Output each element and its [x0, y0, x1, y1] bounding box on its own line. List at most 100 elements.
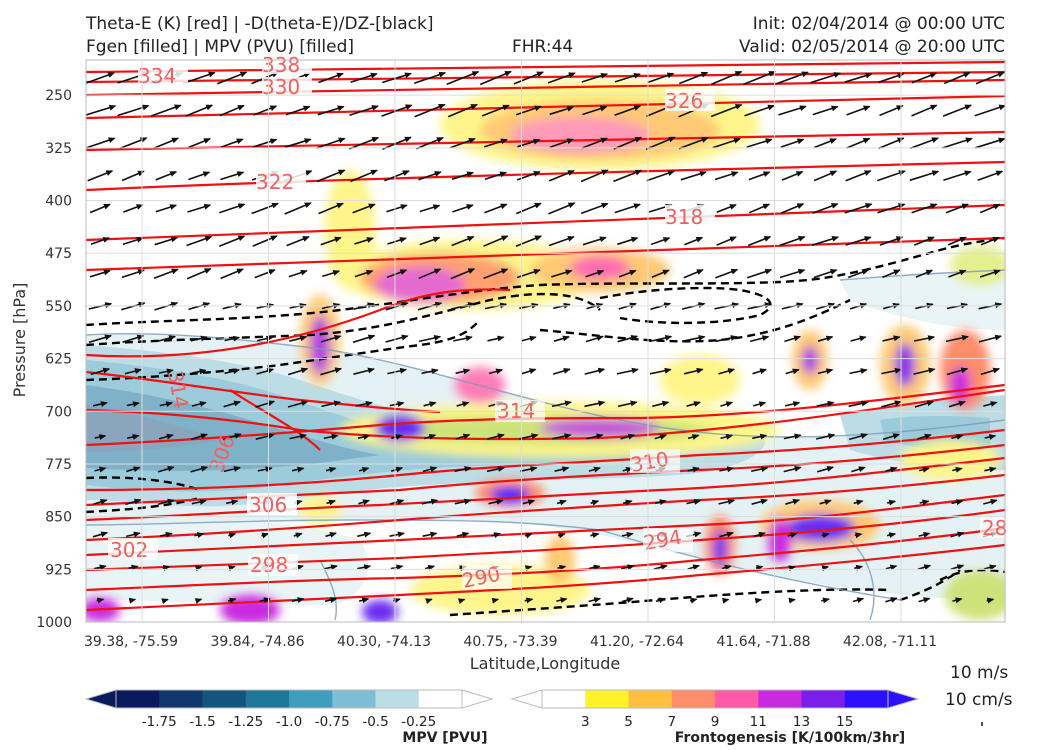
y-tick-label: 550	[45, 299, 72, 315]
wind-vector	[846, 137, 871, 149]
wind-vector	[718, 368, 736, 375]
wind-vector	[817, 335, 834, 342]
wind-vector	[124, 368, 142, 375]
wind-vector	[815, 302, 836, 310]
wind-vector	[548, 170, 575, 182]
fgen-colorbar-tick: 3	[581, 714, 590, 730]
y-tick-label: 250	[45, 88, 72, 104]
wind-vector	[716, 236, 737, 246]
wind-vector	[422, 466, 438, 473]
wind-vector	[590, 499, 600, 506]
wind-vector	[357, 434, 371, 440]
fgen-colorbar-swatch	[758, 690, 802, 708]
mpv-colorbar-extend-left	[84, 689, 117, 709]
wind-vector	[349, 105, 379, 116]
fgen-colorbar-tick: 9	[711, 714, 720, 730]
wind-vector	[128, 564, 139, 571]
wind-vector	[590, 532, 600, 539]
wind-vector	[751, 466, 769, 472]
wind-vector	[721, 564, 732, 571]
valid-time: Valid: 02/05/2014 @ 20:00 UTC	[739, 37, 1005, 57]
wind-vector	[289, 335, 308, 342]
wind-vector	[418, 335, 442, 343]
x-tick-label: 39.84, -74.86	[210, 634, 304, 650]
fgen-colorbar-tick: 7	[667, 714, 676, 730]
mpv-colorbar-label: MPV [PVU]	[402, 730, 487, 746]
wind-vector	[586, 433, 604, 440]
wind-vector	[617, 400, 638, 408]
fgen-colorbar-label: Frontogenesis [K/100km/3hr]	[675, 730, 905, 746]
wind-vector	[484, 171, 508, 180]
wind-vector	[194, 598, 203, 604]
wind-vector	[743, 70, 776, 86]
wind-vector	[389, 499, 405, 505]
y-tick-label: 475	[45, 246, 72, 262]
fgen-colorbar-tick: 5	[624, 714, 633, 730]
wind-vector	[848, 400, 869, 408]
x-tick-label: 40.75, -73.39	[463, 634, 557, 650]
wind-vector	[155, 171, 178, 181]
y-tick-label: 325	[45, 141, 72, 157]
wind-vector	[89, 203, 111, 214]
wind-vector	[257, 335, 274, 342]
wind-vector	[877, 203, 906, 214]
wind-vector	[93, 498, 108, 505]
wind-vector	[447, 103, 478, 118]
mpv-colorbar-swatch	[289, 690, 333, 708]
wind-vector	[284, 138, 312, 148]
wind-vector	[588, 466, 601, 473]
mpv-colorbar-swatch	[116, 690, 160, 708]
wind-vector	[487, 433, 505, 440]
wind-vector	[951, 499, 964, 506]
wind-vector	[455, 433, 471, 440]
wind-vector	[486, 466, 506, 473]
wind-vector	[819, 499, 832, 506]
wind-vector	[452, 204, 474, 213]
wind-vector	[684, 236, 704, 246]
wind-vector	[557, 532, 566, 539]
wind-vector	[358, 499, 370, 506]
wind-vector	[584, 367, 606, 375]
mpv-colorbar-swatch	[159, 690, 203, 708]
theta-e-label: 322	[256, 170, 294, 194]
mpv-colorbar-extend-right	[461, 689, 494, 709]
wind-vector	[316, 137, 346, 149]
wind-vector	[812, 105, 839, 116]
wind-vector	[355, 400, 373, 407]
wind-vector	[422, 531, 438, 538]
wind-vector	[386, 269, 408, 279]
theta-e-label: 318	[665, 205, 703, 229]
wind-vector	[984, 434, 997, 440]
wind-vector	[321, 302, 341, 310]
wind-vector	[852, 597, 865, 604]
wind-vector	[122, 334, 145, 343]
wind-vector	[686, 401, 701, 407]
wind-vector	[326, 499, 336, 506]
wind-vector	[92, 401, 108, 407]
fgen-colorbar-tick: 11	[750, 714, 767, 730]
wind-vector	[821, 565, 830, 571]
wind-vector	[353, 302, 375, 310]
wind-vector	[549, 105, 575, 116]
wind-vector	[654, 499, 667, 506]
wind-vector	[552, 433, 572, 440]
x-axis-ticks: 39.38, -75.59 39.84, -74.86 40.30, -74.13 4…	[84, 634, 937, 650]
wind-vector	[645, 136, 676, 150]
wind-vector	[849, 368, 868, 375]
wind-vector	[950, 564, 965, 571]
wind-vector	[918, 531, 931, 538]
wind-vector	[291, 466, 305, 473]
mpv-colorbar-tick: -0.25	[401, 714, 436, 730]
wind-vector	[744, 104, 775, 117]
theta-e-label: 298	[250, 553, 288, 577]
wind-vector	[288, 269, 308, 278]
wind-vector	[413, 71, 447, 85]
wind-vector	[946, 302, 969, 310]
wind-vector	[185, 104, 214, 117]
wind-vector	[649, 334, 673, 343]
wind-vector	[423, 401, 437, 408]
wind-vector	[484, 302, 508, 310]
wind-vector	[257, 466, 273, 473]
wind-vector	[551, 269, 573, 278]
wind-vector	[947, 236, 967, 246]
